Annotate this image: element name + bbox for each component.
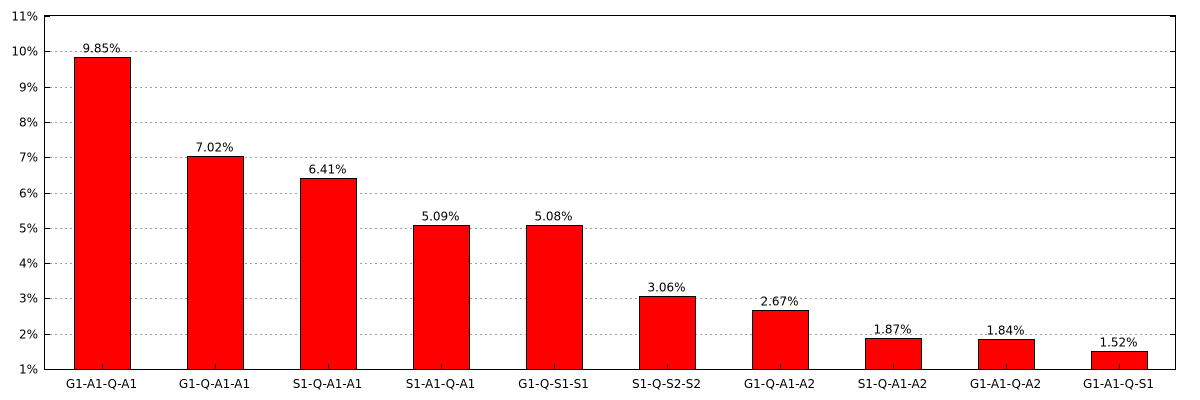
y-tick-label: 5% (19, 222, 38, 236)
y-tick-label: 4% (19, 257, 38, 271)
x-tick-label: G1-A1-Q-S1 (1083, 377, 1154, 391)
bar (413, 225, 470, 370)
y-tick-label: 2% (19, 328, 38, 342)
data-label: 3.06% (647, 281, 685, 295)
data-label: 1.87% (873, 323, 911, 337)
data-label: 5.08% (534, 210, 572, 224)
x-tick-label: S1-A1-Q-A1 (406, 377, 476, 391)
data-label: 2.67% (760, 295, 798, 309)
bar (526, 225, 583, 370)
data-label: 1.52% (1099, 336, 1137, 350)
y-tick-label: 1% (19, 363, 38, 377)
y-tick-label: 11% (11, 10, 38, 24)
x-tick-label: G1-Q-S1-S1 (518, 377, 589, 391)
x-tick-label: S1-Q-A1-A1 (293, 377, 363, 391)
x-tick-label: G1-A1-Q-A2 (970, 377, 1041, 391)
bar (639, 296, 696, 370)
data-labels: 9.85% 7.02% 6.41% 5.09% 5.08% 3.06% 2.67% 1.87%… (82, 42, 1137, 350)
x-tick-label: S1-Q-A1-A2 (858, 377, 928, 391)
y-tick-label: 9% (19, 81, 38, 95)
y-axis-ticks: 1% 2% 3% 4% 5% 6% 7% 8% 9% 10% 11% (11, 10, 1175, 377)
grid-lines (45, 51, 1175, 335)
y-tick-label: 6% (19, 187, 38, 201)
x-tick-label: S1-Q-S2-S2 (632, 377, 701, 391)
x-tick-label: G1-A1-Q-A1 (66, 377, 137, 391)
bar (187, 156, 244, 370)
bars (74, 57, 1148, 370)
data-label: 1.84% (986, 324, 1024, 338)
x-tick-label: G1-Q-A1-A1 (179, 377, 250, 391)
data-label: 5.09% (421, 210, 459, 224)
data-label: 9.85% (82, 42, 120, 56)
y-tick-label: 8% (19, 116, 38, 130)
bar (74, 57, 131, 370)
bar (752, 310, 809, 370)
plot-frame (44, 15, 1176, 370)
x-axis-ticks: G1-A1-Q-A1 G1-Q-A1-A1 S1-Q-A1-A1 S1-A1-Q-A1… (66, 364, 1154, 391)
y-tick-label: 7% (19, 151, 38, 165)
x-tick-label: G1-Q-A1-A2 (744, 377, 815, 391)
y-tick-label: 3% (19, 292, 38, 306)
bar (300, 178, 357, 370)
data-label: 7.02% (195, 141, 233, 155)
data-label: 6.41% (308, 163, 346, 177)
y-tick-label: 10% (11, 45, 38, 59)
